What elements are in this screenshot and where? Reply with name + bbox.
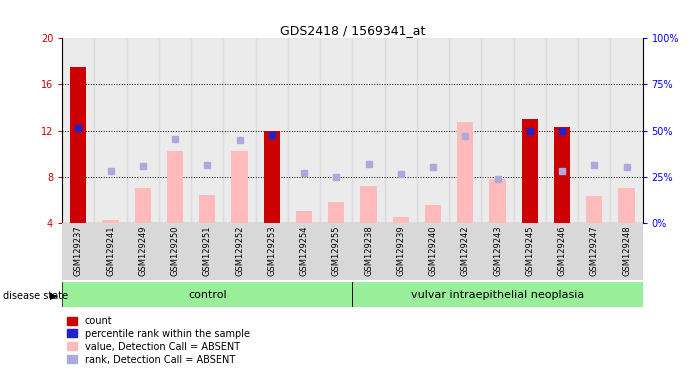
Text: GSM129255: GSM129255 xyxy=(332,225,341,276)
Text: GSM129237: GSM129237 xyxy=(74,225,83,276)
Text: GSM129239: GSM129239 xyxy=(396,225,406,276)
Text: disease state: disease state xyxy=(3,291,68,301)
Bar xyxy=(457,122,473,223)
Bar xyxy=(159,223,191,280)
Bar xyxy=(482,38,513,223)
Text: control: control xyxy=(188,290,227,300)
Bar xyxy=(449,223,482,280)
Bar xyxy=(449,38,482,223)
Bar xyxy=(546,223,578,280)
Text: GSM129252: GSM129252 xyxy=(235,225,244,276)
Bar xyxy=(417,38,449,223)
Bar xyxy=(578,38,610,223)
Bar xyxy=(513,223,546,280)
Text: GSM129253: GSM129253 xyxy=(267,225,276,276)
Bar xyxy=(191,223,223,280)
Bar xyxy=(135,188,151,223)
Bar xyxy=(352,282,643,307)
Bar xyxy=(610,223,643,280)
Bar xyxy=(522,119,538,223)
Title: GDS2418 / 1569341_at: GDS2418 / 1569341_at xyxy=(280,24,425,37)
Bar xyxy=(392,217,409,223)
Bar xyxy=(199,195,216,223)
Bar xyxy=(95,223,126,280)
Bar xyxy=(361,186,377,223)
Bar xyxy=(610,38,643,223)
Bar xyxy=(554,127,570,223)
Legend: count, percentile rank within the sample, value, Detection Call = ABSENT, rank, : count, percentile rank within the sample… xyxy=(67,316,249,365)
Bar xyxy=(546,38,578,223)
Bar xyxy=(618,188,634,223)
Bar xyxy=(482,223,513,280)
Bar xyxy=(256,223,288,280)
Bar xyxy=(126,223,159,280)
Bar xyxy=(288,38,320,223)
Bar xyxy=(231,151,247,223)
Text: GSM129241: GSM129241 xyxy=(106,225,115,276)
Bar xyxy=(256,38,288,223)
Bar xyxy=(586,196,603,223)
Bar xyxy=(223,223,256,280)
Bar xyxy=(352,223,385,280)
Bar xyxy=(62,223,95,280)
Bar xyxy=(126,38,159,223)
Bar xyxy=(223,38,256,223)
Text: vulvar intraepithelial neoplasia: vulvar intraepithelial neoplasia xyxy=(411,290,584,300)
Bar xyxy=(385,38,417,223)
Text: ▶: ▶ xyxy=(50,291,57,301)
Bar xyxy=(320,223,352,280)
Bar xyxy=(489,179,506,223)
Bar xyxy=(385,223,417,280)
Bar xyxy=(159,38,191,223)
Text: GSM129254: GSM129254 xyxy=(299,225,309,276)
Text: GSM129240: GSM129240 xyxy=(428,225,437,276)
Bar xyxy=(62,38,95,223)
Bar xyxy=(62,282,352,307)
Text: GSM129238: GSM129238 xyxy=(364,225,373,276)
Text: GSM129245: GSM129245 xyxy=(525,225,534,276)
Bar xyxy=(425,205,441,223)
Bar xyxy=(328,202,344,223)
Bar xyxy=(191,38,223,223)
Text: GSM129243: GSM129243 xyxy=(493,225,502,276)
Bar xyxy=(288,223,320,280)
Bar xyxy=(102,220,119,223)
Text: GSM129247: GSM129247 xyxy=(589,225,599,276)
Bar xyxy=(95,38,126,223)
Bar xyxy=(167,151,183,223)
Bar xyxy=(296,211,312,223)
Text: GSM129248: GSM129248 xyxy=(622,225,631,276)
Text: GSM129242: GSM129242 xyxy=(461,225,470,276)
Text: GSM129246: GSM129246 xyxy=(558,225,567,276)
Text: GSM129249: GSM129249 xyxy=(138,225,147,276)
Text: GSM129251: GSM129251 xyxy=(202,225,212,276)
Bar xyxy=(352,38,385,223)
Bar xyxy=(320,38,352,223)
Bar xyxy=(417,223,449,280)
Bar xyxy=(578,223,610,280)
Bar xyxy=(513,38,546,223)
Bar xyxy=(264,131,280,223)
Text: GSM129250: GSM129250 xyxy=(171,225,180,276)
Bar xyxy=(70,67,86,223)
